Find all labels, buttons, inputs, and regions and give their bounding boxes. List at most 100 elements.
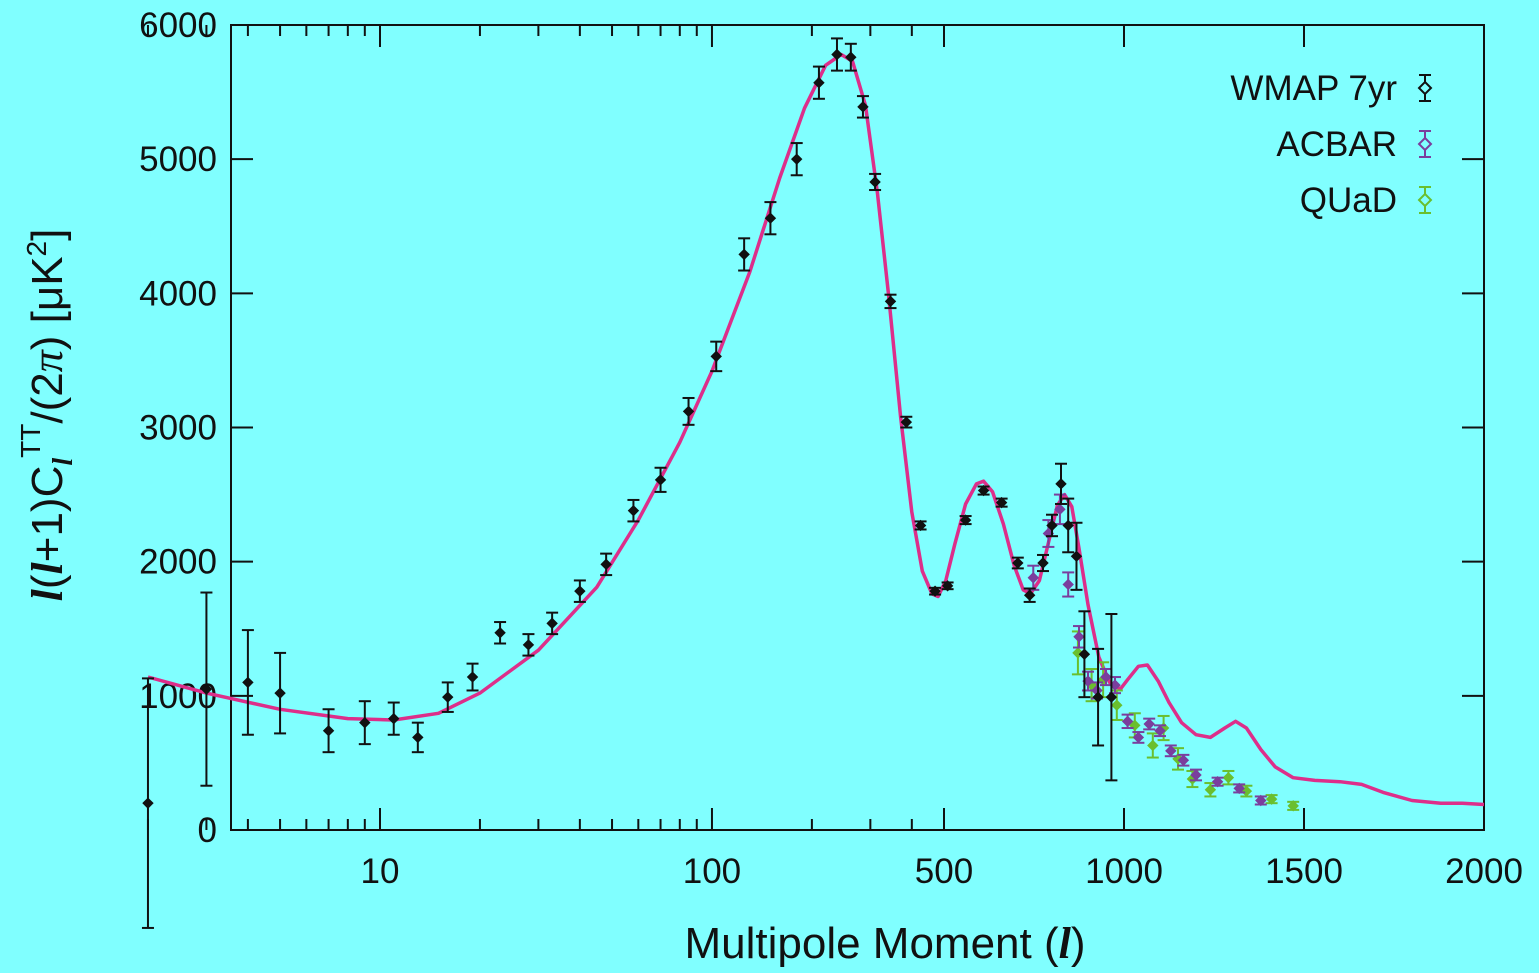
point-marker — [1204, 784, 1217, 796]
axis-ticks — [146, 24, 1485, 831]
data-point — [387, 701, 400, 736]
point-marker — [1100, 671, 1112, 683]
legend-marker — [1417, 80, 1433, 96]
point-marker — [682, 405, 695, 418]
data-point — [959, 514, 972, 526]
point-marker — [857, 101, 869, 113]
data-point — [1046, 513, 1058, 538]
y-tick-label: 1000 — [139, 677, 217, 716]
point-marker — [1265, 793, 1278, 805]
data-point — [1211, 775, 1224, 788]
point-marker — [1092, 691, 1104, 703]
point-marker — [200, 683, 213, 695]
x-tick-label: 10 — [361, 852, 400, 891]
y-tick-label: 2000 — [139, 543, 217, 582]
data-point — [573, 579, 586, 603]
series-wmap-7yr — [141, 37, 1118, 929]
data-point — [830, 37, 843, 72]
x-tick-label: 500 — [915, 852, 973, 891]
data-point — [1055, 462, 1067, 505]
point-marker — [869, 176, 881, 188]
point-marker — [977, 484, 990, 497]
data-point — [600, 552, 613, 577]
point-marker — [941, 580, 954, 592]
point-marker — [914, 519, 927, 532]
data-point — [869, 172, 882, 192]
point-marker — [1078, 648, 1091, 660]
x-tick-labels: 10 100 500 1000 1500 2000 — [361, 852, 1523, 891]
point-marker — [412, 731, 424, 744]
y-tick-label: 4000 — [139, 274, 217, 313]
data-point — [1287, 800, 1300, 812]
point-marker — [929, 585, 941, 597]
point-marker — [1073, 631, 1085, 643]
data-point — [1053, 493, 1066, 526]
data-point — [995, 496, 1008, 509]
point-marker — [1062, 578, 1074, 591]
data-point — [1233, 782, 1246, 795]
data-point — [844, 42, 857, 72]
point-marker — [359, 716, 371, 729]
data-point — [977, 484, 990, 497]
data-point — [790, 142, 803, 177]
point-marker — [627, 504, 640, 517]
model-curve — [147, 52, 1485, 807]
point-marker — [1023, 589, 1036, 601]
data-point — [1100, 668, 1112, 687]
legend-marker — [1417, 192, 1433, 208]
point-marker — [791, 153, 803, 165]
point-marker — [546, 617, 558, 630]
point-marker — [1046, 519, 1058, 532]
point-marker — [654, 474, 667, 486]
data-point — [738, 237, 751, 272]
legend-label: QUaD — [1300, 181, 1397, 220]
data-point — [411, 721, 424, 754]
point-marker — [322, 725, 335, 737]
data-point — [141, 677, 154, 929]
data-point — [1265, 793, 1278, 805]
data-point — [941, 580, 954, 592]
point-marker — [1177, 754, 1190, 766]
legend: WMAP 7yr ACBAR QUaD — [1230, 69, 1433, 220]
legend-marker — [1417, 136, 1433, 152]
data-point — [546, 611, 559, 636]
data-point — [1146, 732, 1159, 759]
x-tick-label: 2000 — [1445, 852, 1523, 891]
data-point — [358, 700, 371, 746]
y-axis-label: l(l+1)ClTT/(2π) [μK2] — [15, 229, 79, 602]
point-marker — [813, 76, 825, 89]
data-point — [812, 65, 825, 100]
point-marker — [1222, 771, 1235, 784]
point-marker — [1287, 800, 1299, 812]
x-tick-label: 100 — [683, 852, 741, 891]
data-point — [654, 466, 667, 493]
data-point — [1073, 625, 1085, 649]
point-marker — [831, 48, 843, 61]
data-point — [1023, 587, 1036, 603]
data-point — [441, 681, 454, 713]
point-marker — [1055, 478, 1067, 490]
data-point — [856, 95, 869, 119]
y-tick-labels: 0 1000 2000 3000 4000 5000 6000 — [139, 6, 217, 850]
point-marker — [1070, 550, 1083, 563]
point-marker — [1233, 782, 1245, 795]
data-point — [1132, 731, 1145, 744]
data-point — [627, 498, 640, 523]
data-point — [1070, 521, 1083, 591]
y-tick-label: 6000 — [139, 6, 217, 45]
data-point — [1177, 753, 1190, 767]
point-marker — [442, 691, 454, 703]
data-point — [1011, 556, 1024, 570]
point-marker — [1121, 715, 1134, 728]
point-marker — [1143, 718, 1155, 730]
y-tick-label: 5000 — [139, 140, 217, 179]
data-point — [1105, 612, 1118, 782]
data-point — [494, 621, 507, 645]
data-point — [1062, 571, 1075, 598]
point-marker — [884, 295, 897, 308]
data-point — [1078, 610, 1091, 699]
point-marker — [1211, 775, 1224, 788]
point-marker — [1165, 745, 1177, 757]
data-points-layer — [141, 37, 1300, 929]
